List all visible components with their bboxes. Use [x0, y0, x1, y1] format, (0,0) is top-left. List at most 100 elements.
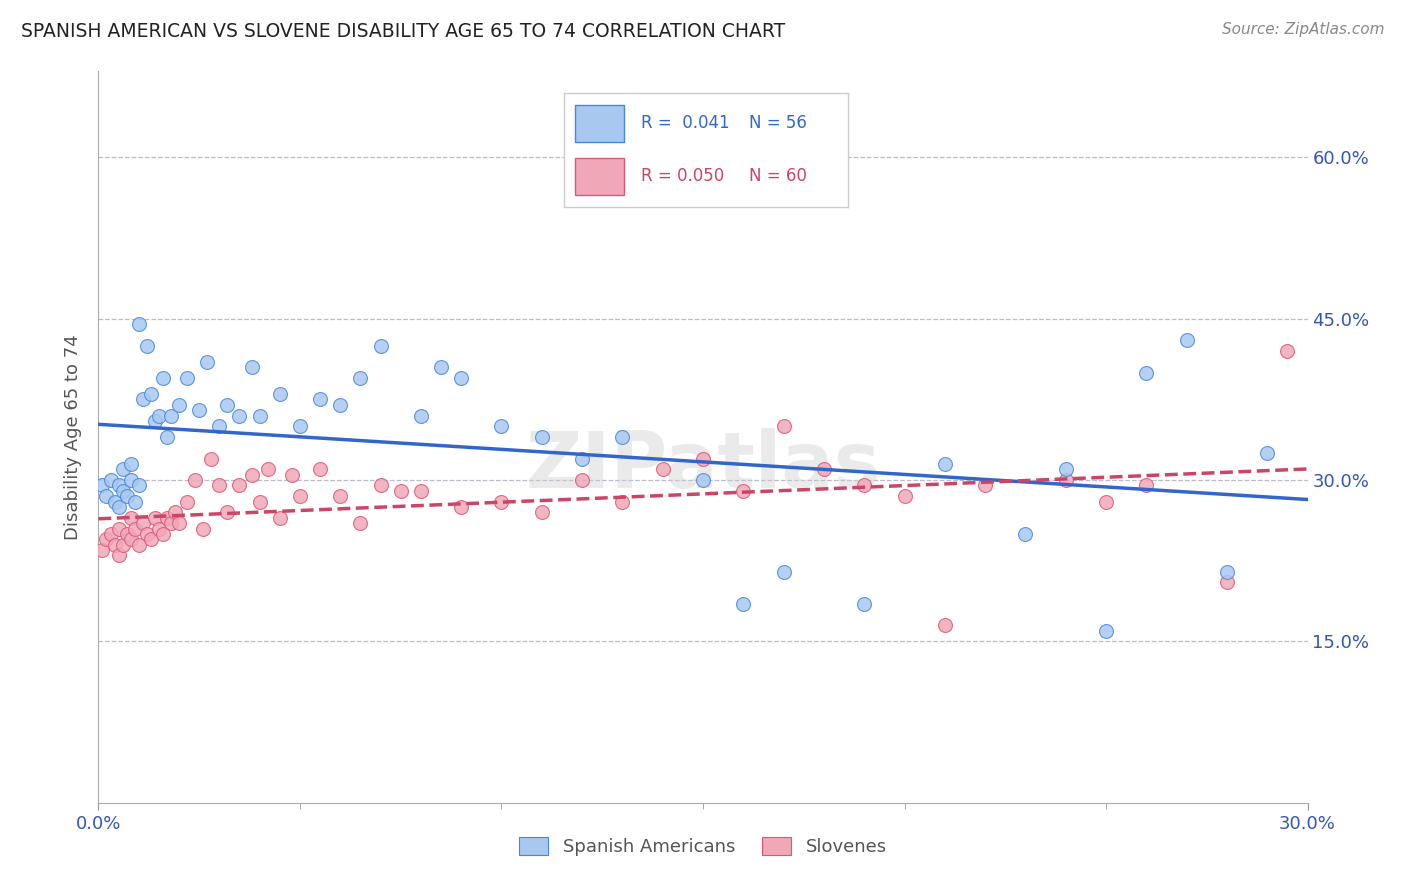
Point [329, 398, 352, 412]
Point [249, 409, 271, 423]
Point [228, 409, 250, 423]
Point [692, 451, 714, 466]
Point [167, 516, 190, 530]
Point [281, 467, 304, 482]
Point [1054, 462, 1077, 476]
Point [450, 371, 472, 385]
Point [124, 521, 146, 535]
Point [120, 473, 142, 487]
Point [148, 521, 170, 535]
Point [115, 527, 138, 541]
Point [176, 494, 198, 508]
Point [288, 419, 311, 434]
Point [103, 538, 125, 552]
Point [107, 500, 129, 514]
Point [256, 462, 278, 476]
Point [974, 478, 997, 492]
Text: ZIPatlas: ZIPatlas [526, 428, 880, 504]
Point [571, 451, 593, 466]
Point [115, 489, 138, 503]
Point [228, 478, 250, 492]
Point [132, 516, 155, 530]
Point [107, 478, 129, 492]
Point [1095, 624, 1118, 638]
Point [1135, 478, 1157, 492]
Point [240, 360, 263, 375]
Point [1135, 366, 1157, 380]
Point [143, 510, 166, 524]
Point [195, 355, 218, 369]
Point [349, 516, 371, 530]
Point [309, 462, 332, 476]
Point [120, 457, 142, 471]
Point [120, 533, 142, 547]
Text: SPANISH AMERICAN VS SLOVENE DISABILITY AGE 65 TO 74 CORRELATION CHART: SPANISH AMERICAN VS SLOVENE DISABILITY A… [21, 22, 786, 41]
Point [692, 473, 714, 487]
Point [188, 403, 211, 417]
Point [409, 409, 432, 423]
Point [349, 371, 371, 385]
Point [208, 419, 231, 434]
Point [772, 565, 794, 579]
Point [143, 414, 166, 428]
Point [152, 371, 174, 385]
Point [430, 360, 453, 375]
Point [111, 483, 134, 498]
Point [107, 521, 129, 535]
Point [160, 409, 183, 423]
Point [217, 505, 239, 519]
Legend: Spanish Americans, Slovenes: Spanish Americans, Slovenes [512, 830, 894, 863]
Point [612, 430, 634, 444]
Point [200, 451, 222, 466]
Point [148, 409, 170, 423]
Point [217, 398, 239, 412]
Point [160, 516, 183, 530]
Point [128, 538, 150, 552]
Point [249, 494, 271, 508]
Point [1216, 575, 1239, 590]
Point [132, 392, 155, 407]
Text: Source: ZipAtlas.com: Source: ZipAtlas.com [1222, 22, 1385, 37]
Point [571, 473, 593, 487]
Point [100, 473, 122, 487]
Point [813, 462, 835, 476]
Point [409, 483, 432, 498]
Point [1095, 494, 1118, 508]
Point [135, 527, 157, 541]
Point [450, 500, 472, 514]
Point [934, 457, 956, 471]
Point [530, 505, 553, 519]
Point [530, 430, 553, 444]
Point [96, 489, 118, 503]
Point [309, 392, 332, 407]
Point [612, 494, 634, 508]
Point [163, 505, 186, 519]
Point [269, 510, 291, 524]
Point [100, 527, 122, 541]
Point [269, 387, 291, 401]
Point [135, 338, 157, 352]
Point [156, 430, 179, 444]
Point [91, 543, 114, 558]
Point [893, 489, 915, 503]
Point [853, 597, 876, 611]
Point [772, 419, 794, 434]
Point [1277, 344, 1299, 359]
Point [139, 387, 162, 401]
Point [124, 494, 146, 508]
Point [111, 462, 134, 476]
Point [139, 533, 162, 547]
Point [208, 478, 231, 492]
Point [934, 618, 956, 632]
Point [128, 317, 150, 331]
Point [329, 489, 352, 503]
Point [91, 478, 114, 492]
Point [733, 483, 755, 498]
Point [288, 489, 311, 503]
Point [1216, 565, 1239, 579]
Point [491, 419, 513, 434]
Point [111, 538, 134, 552]
Point [107, 549, 129, 563]
Point [156, 510, 179, 524]
Point [389, 483, 412, 498]
